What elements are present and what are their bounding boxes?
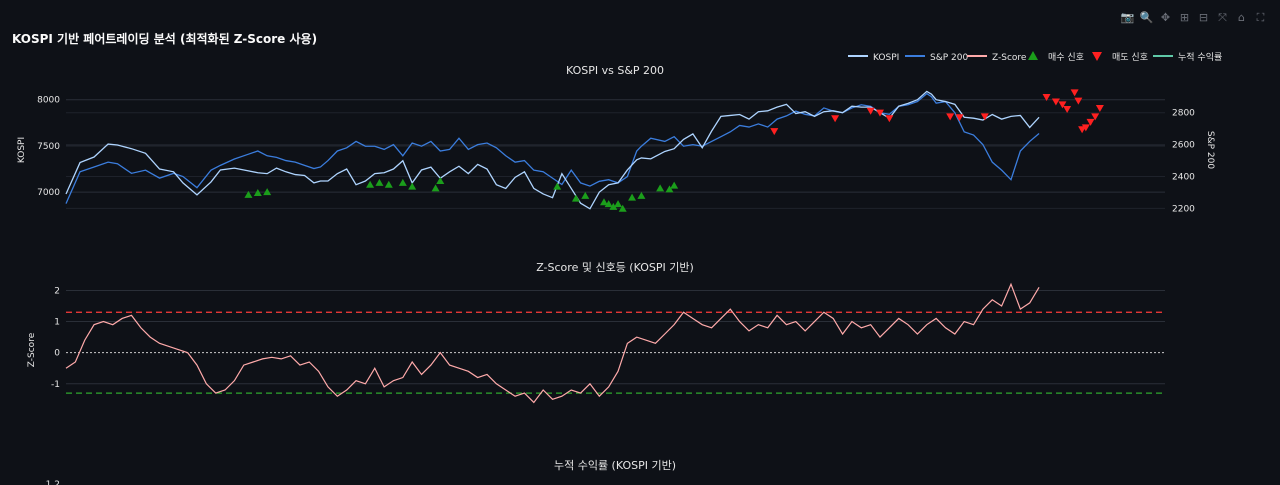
- buy-signal-marker: [609, 202, 618, 210]
- legend-item[interactable]: 매도 신호: [1092, 52, 1148, 63]
- camera-icon[interactable]: 📷: [1120, 11, 1135, 24]
- buy-signal-marker: [581, 191, 590, 199]
- buy-signal-marker: [665, 185, 674, 193]
- legend-swatch: [1092, 52, 1102, 61]
- chart-title: KOSPI vs S&P 200: [566, 64, 664, 77]
- sell-signal-marker: [955, 114, 964, 122]
- legend-item[interactable]: 매수 신호: [1028, 51, 1084, 63]
- series-line-sp200: [65, 92, 1040, 204]
- autoscale-icon[interactable]: ⤧: [1218, 10, 1227, 24]
- y-axis-title: Z-Score: [27, 332, 37, 367]
- sell-signal-marker: [1070, 89, 1079, 97]
- sell-signal-marker: [1051, 98, 1060, 106]
- zoom-icon[interactable]: 🔍: [1139, 11, 1154, 24]
- buy-signal-marker: [253, 189, 262, 197]
- zoom-in-icon[interactable]: ⊞: [1179, 11, 1190, 24]
- legend-item[interactable]: KOSPI: [848, 53, 899, 63]
- buy-signal-marker: [628, 193, 637, 201]
- sell-signal-marker: [1081, 124, 1090, 132]
- legend: KOSPI S&P 200 Z-Score 매수 신호 매도 신호 누적 수익률: [848, 51, 1222, 63]
- sell-signal-marker: [885, 115, 894, 123]
- sell-signal-marker: [1058, 101, 1067, 109]
- legend-label: 누적 수익률: [1178, 51, 1222, 63]
- sell-signal-marker: [1095, 105, 1104, 113]
- chart-title: 누적 수익률 (KOSPI 기반): [554, 459, 676, 472]
- sell-signal-marker: [770, 128, 779, 136]
- page-title: KOSPI 기반 페어트레이딩 분석 (최적화된 Z-Score 사용): [12, 32, 318, 46]
- y-tick-label: 7500: [37, 142, 60, 152]
- chart-panel-cumulative-return: 누적 수익률 (KOSPI 기반) 1.2: [46, 459, 676, 485]
- sell-signal-marker: [876, 109, 885, 117]
- buy-signal-marker: [656, 184, 665, 192]
- y2-tick-label: 2800: [1172, 109, 1195, 119]
- series-line-zscore: [65, 282, 1040, 404]
- sell-signal-marker: [831, 115, 840, 123]
- buy-signal-marker: [375, 178, 384, 186]
- legend-item[interactable]: 누적 수익률: [1153, 51, 1222, 63]
- sell-signal-marker: [866, 107, 875, 115]
- buy-signal-marker: [263, 188, 272, 196]
- legend-label: Z-Score: [992, 53, 1027, 63]
- y-tick-label: -1: [51, 380, 60, 390]
- y-tick-label: 8000: [37, 96, 60, 106]
- y-axis-title: KOSPI: [17, 137, 27, 163]
- buy-signal-marker: [408, 182, 417, 190]
- y2-axis-title: S&P 200: [1205, 131, 1215, 169]
- sell-signal-marker: [1091, 113, 1100, 121]
- pan-icon[interactable]: ✥: [1160, 11, 1171, 24]
- series-line-kospi: [65, 90, 1040, 210]
- sell-signal-marker: [1074, 97, 1083, 105]
- zoom-out-icon[interactable]: ⊟: [1198, 11, 1209, 24]
- buy-signal-marker: [398, 178, 407, 186]
- buy-signal-marker: [244, 190, 253, 198]
- sell-signal-marker: [1063, 105, 1072, 113]
- chart-panel-zscore: Z-Score 및 신호등 (KOSPI 기반) -1 0 1 2 Z-Score: [27, 261, 1165, 404]
- sell-signal-marker: [1042, 93, 1051, 101]
- home-icon[interactable]: ⌂: [1238, 11, 1245, 24]
- buy-signal-marker: [604, 200, 613, 208]
- buy-signal-marker: [599, 198, 608, 206]
- buy-signal-marker: [436, 177, 445, 185]
- buy-signal-marker: [571, 194, 580, 202]
- sell-signal-marker: [980, 113, 989, 121]
- legend-label: 매수 신호: [1048, 52, 1084, 63]
- y-tick-label: 2: [54, 286, 60, 296]
- buy-signal-marker: [614, 200, 623, 208]
- y-tick-label: 1.2: [46, 480, 60, 485]
- fullscreen-icon[interactable]: ⛶: [1256, 10, 1265, 24]
- y2-tick-label: 2200: [1172, 204, 1195, 214]
- y-tick-label: 7000: [37, 188, 60, 198]
- buy-signal-marker: [670, 181, 679, 189]
- legend-label: 매도 신호: [1112, 52, 1148, 63]
- buy-signal-marker: [384, 180, 393, 188]
- y2-tick-label: 2600: [1172, 141, 1195, 151]
- chart-title: Z-Score 및 신호등 (KOSPI 기반): [536, 261, 694, 274]
- sell-signal-marker: [946, 113, 955, 121]
- y-tick-label: 1: [54, 318, 60, 328]
- legend-label: KOSPI: [873, 53, 899, 63]
- buy-signal-marker: [366, 180, 375, 188]
- buy-signal-marker: [431, 184, 440, 192]
- buy-signal-marker: [637, 191, 646, 199]
- chart-panel-kospi-vs-sp: KOSPI vs S&P 200 7000 7500 8000 2200 2400 2600…: [17, 64, 1215, 214]
- legend-swatch: [1028, 51, 1038, 60]
- sell-signal-marker: [1086, 118, 1095, 126]
- y-tick-label: 0: [54, 349, 60, 359]
- buy-signal-marker: [553, 182, 562, 190]
- modebar: 📷 🔍 ✥ ⊞ ⊟ ⤧ ⌂ ⛶: [1120, 10, 1268, 25]
- legend-item[interactable]: Z-Score: [967, 53, 1027, 63]
- legend-label: S&P 200: [930, 53, 968, 63]
- legend-item[interactable]: S&P 200: [905, 53, 968, 63]
- y2-tick-label: 2400: [1172, 173, 1195, 183]
- buy-signal-marker: [618, 204, 627, 212]
